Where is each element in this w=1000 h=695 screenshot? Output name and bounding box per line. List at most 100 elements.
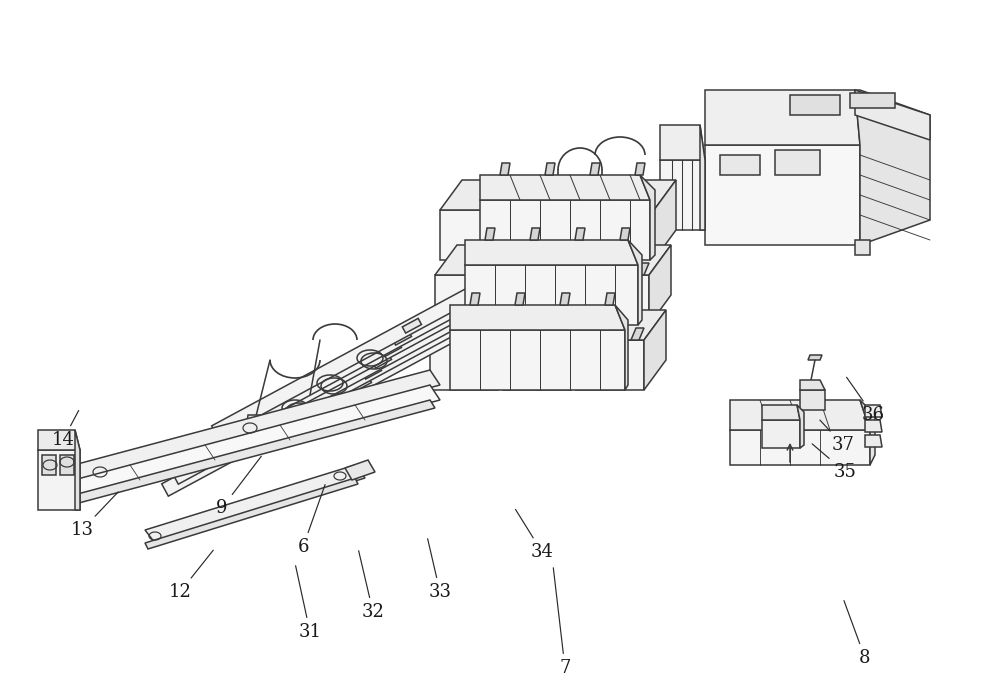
Polygon shape	[513, 210, 581, 260]
Polygon shape	[508, 275, 576, 325]
Text: 36: 36	[847, 377, 885, 424]
Polygon shape	[55, 400, 435, 508]
Polygon shape	[576, 245, 598, 325]
Polygon shape	[38, 430, 80, 450]
Polygon shape	[605, 293, 615, 305]
Polygon shape	[362, 364, 382, 379]
Polygon shape	[402, 318, 422, 333]
Polygon shape	[855, 90, 930, 140]
Polygon shape	[855, 240, 870, 255]
Polygon shape	[790, 95, 840, 115]
Polygon shape	[700, 125, 705, 230]
Polygon shape	[558, 328, 571, 340]
Polygon shape	[515, 293, 525, 305]
Polygon shape	[515, 241, 563, 273]
Polygon shape	[525, 229, 573, 261]
Polygon shape	[440, 210, 508, 260]
Polygon shape	[649, 245, 671, 325]
Polygon shape	[628, 240, 642, 325]
Polygon shape	[470, 293, 480, 305]
Polygon shape	[631, 328, 644, 340]
Polygon shape	[808, 355, 822, 360]
Polygon shape	[435, 275, 503, 325]
Polygon shape	[530, 228, 540, 240]
Polygon shape	[640, 175, 655, 260]
Polygon shape	[636, 263, 649, 275]
Polygon shape	[508, 180, 530, 260]
Text: 7: 7	[553, 568, 571, 677]
Polygon shape	[660, 160, 705, 230]
Polygon shape	[705, 145, 860, 245]
Polygon shape	[513, 180, 603, 210]
Polygon shape	[440, 180, 530, 210]
Polygon shape	[503, 340, 571, 390]
Polygon shape	[372, 353, 392, 368]
Polygon shape	[55, 385, 440, 500]
Text: 12: 12	[169, 550, 213, 601]
Polygon shape	[500, 163, 510, 175]
Polygon shape	[576, 310, 666, 340]
Polygon shape	[450, 330, 625, 390]
Polygon shape	[575, 228, 585, 240]
Polygon shape	[145, 465, 365, 543]
Polygon shape	[590, 163, 600, 175]
Polygon shape	[485, 228, 495, 240]
Polygon shape	[392, 330, 412, 345]
Polygon shape	[162, 314, 483, 496]
Text: 6: 6	[297, 484, 325, 556]
Polygon shape	[581, 275, 649, 325]
Polygon shape	[730, 400, 870, 430]
Polygon shape	[581, 180, 603, 260]
Polygon shape	[519, 248, 567, 280]
Polygon shape	[503, 245, 525, 325]
Polygon shape	[586, 180, 676, 210]
Polygon shape	[42, 455, 56, 475]
Polygon shape	[860, 400, 875, 465]
Polygon shape	[202, 268, 523, 450]
Text: 32: 32	[359, 550, 384, 621]
Text: 31: 31	[296, 566, 322, 641]
Polygon shape	[762, 420, 800, 448]
Polygon shape	[485, 328, 498, 340]
Polygon shape	[855, 90, 930, 245]
Polygon shape	[775, 150, 820, 175]
Polygon shape	[571, 310, 593, 390]
Polygon shape	[430, 340, 498, 390]
Polygon shape	[800, 390, 825, 410]
Polygon shape	[529, 236, 577, 268]
Polygon shape	[145, 478, 358, 549]
Polygon shape	[495, 198, 508, 210]
Polygon shape	[762, 405, 800, 420]
Polygon shape	[560, 293, 570, 305]
Polygon shape	[865, 405, 882, 417]
Polygon shape	[480, 175, 650, 200]
Polygon shape	[705, 90, 860, 145]
Text: 14: 14	[52, 411, 79, 449]
Polygon shape	[55, 370, 440, 485]
Polygon shape	[800, 380, 825, 390]
Polygon shape	[498, 310, 520, 390]
Polygon shape	[635, 163, 645, 175]
Polygon shape	[60, 455, 74, 475]
Polygon shape	[212, 256, 533, 438]
Polygon shape	[644, 310, 666, 390]
Polygon shape	[435, 245, 525, 275]
Polygon shape	[563, 263, 576, 275]
Polygon shape	[641, 198, 654, 210]
Polygon shape	[192, 279, 513, 461]
Polygon shape	[475, 287, 523, 319]
Polygon shape	[38, 450, 80, 510]
Polygon shape	[865, 420, 882, 432]
Polygon shape	[182, 291, 503, 473]
Polygon shape	[499, 271, 547, 303]
Polygon shape	[479, 294, 527, 326]
Polygon shape	[660, 125, 705, 160]
Polygon shape	[352, 377, 372, 391]
Text: 9: 9	[216, 456, 261, 517]
Polygon shape	[382, 341, 402, 356]
Polygon shape	[615, 305, 628, 390]
Polygon shape	[246, 415, 264, 430]
Polygon shape	[586, 210, 654, 260]
Polygon shape	[568, 198, 581, 210]
Polygon shape	[730, 430, 870, 465]
